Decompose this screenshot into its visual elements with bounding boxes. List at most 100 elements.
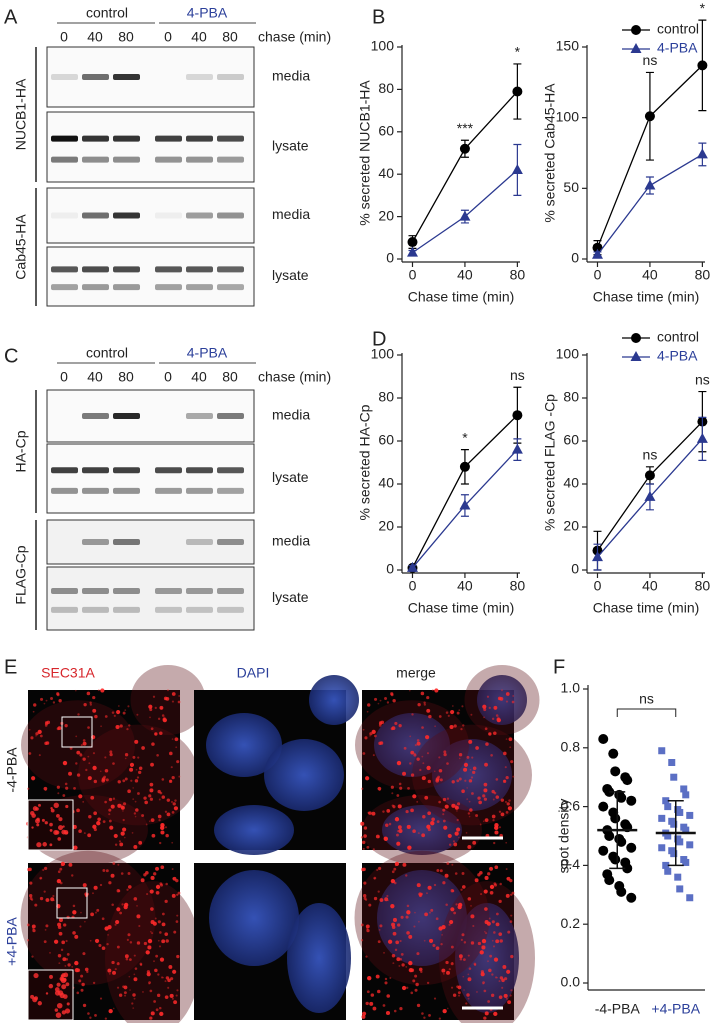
puncta [393,867,397,871]
inset-puncta [32,806,38,811]
puncta [52,701,56,704]
data-point [616,836,627,847]
puncta [117,705,120,707]
puncta [93,779,98,784]
puncta [502,779,507,784]
significance-bracket [616,708,677,717]
inset-region [61,716,93,748]
x-tick-label: 40 [642,578,658,594]
puncta [161,795,166,799]
cytoplasm-glow [20,850,156,986]
puncta [161,922,166,927]
x-axis-label: Chase time (min) [593,289,700,305]
puncta [421,776,426,781]
puncta [489,866,494,871]
puncta [385,1010,391,1016]
puncta [461,705,464,708]
puncta [146,893,149,896]
puncta [391,954,396,958]
data-point [682,791,690,799]
series-line [596,153,703,256]
nucleus [264,739,344,811]
puncta [511,891,515,895]
data-point [511,163,523,174]
puncta [123,991,127,995]
puncta [53,939,59,944]
puncta [410,991,414,995]
puncta [491,814,496,819]
puncta [458,777,462,781]
puncta [366,845,370,849]
puncta [482,820,485,823]
puncta [60,864,63,867]
puncta [173,1000,178,1005]
puncta [369,734,371,737]
y-tick-label: 0.0 [561,974,581,990]
puncta [422,814,426,819]
data-point [512,86,523,97]
puncta [499,882,502,886]
puncta [45,721,48,724]
x-tick-label: 0 [409,578,417,594]
puncta [362,867,366,872]
puncta [475,746,479,750]
puncta [493,791,497,795]
puncta [82,739,86,742]
puncta [362,847,365,851]
puncta [173,806,179,811]
puncta [114,968,117,971]
inset-puncta [49,974,53,979]
puncta [431,689,434,692]
blot-band [155,212,182,219]
puncta [505,868,508,871]
puncta [438,769,443,773]
puncta [453,911,457,915]
puncta [390,692,394,696]
puncta [82,741,87,746]
puncta [157,814,162,819]
puncta [28,867,32,872]
blot-band [186,587,213,594]
blot-band [217,212,244,219]
puncta [149,782,154,787]
puncta [44,866,48,870]
puncta [479,823,482,826]
y-tick-label: 0 [386,250,394,266]
puncta [122,818,125,822]
puncta [379,721,382,724]
puncta [426,892,428,895]
puncta [133,997,136,1000]
puncta [116,945,120,949]
puncta [84,967,89,972]
puncta [112,1007,115,1010]
inset-puncta [38,803,41,807]
blot-band [186,156,213,163]
protein-label: Cab45-HA [13,214,29,280]
puncta [483,889,488,894]
puncta [405,915,409,919]
puncta [440,942,443,946]
data-point [591,248,603,259]
y-tick-label: 60 [378,123,394,139]
puncta [129,767,134,772]
puncta [378,741,382,746]
puncta [362,728,365,731]
puncta [397,923,401,927]
puncta [505,700,509,703]
puncta [99,997,103,1000]
puncta [494,823,499,828]
puncta [442,813,445,816]
blot-band [155,284,182,291]
puncta [30,736,34,740]
puncta [34,903,38,907]
puncta [432,943,436,948]
puncta [89,1016,92,1019]
puncta [132,787,134,789]
puncta [38,754,41,757]
puncta [464,779,467,782]
puncta [447,714,450,717]
inset-puncta [65,804,69,809]
puncta [171,841,174,844]
data-point [696,432,708,443]
puncta [164,995,169,1000]
